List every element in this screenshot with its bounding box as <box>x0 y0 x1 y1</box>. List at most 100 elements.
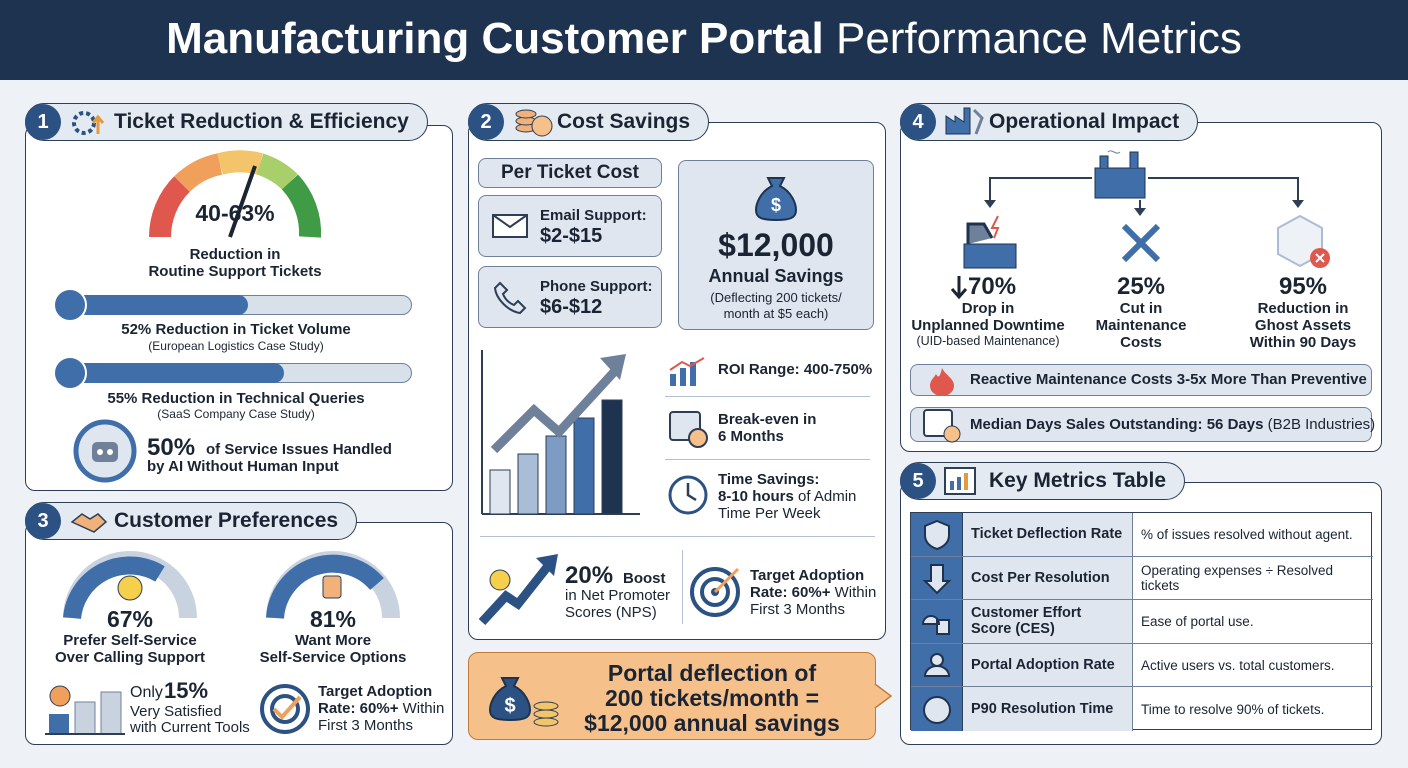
machine-icon <box>963 215 1017 269</box>
row-icon-cell <box>911 643 963 687</box>
table-icon <box>944 467 976 495</box>
metrics-table: Ticket Deflection Rate % of issues resolv… <box>910 512 1373 731</box>
impact-label: Ghost Assets <box>1254 317 1352 334</box>
fact-text: Median Days Sales Outstanding: 56 Days (… <box>970 416 1375 433</box>
adoption-text: Target Adoption <box>750 567 865 584</box>
icon-part <box>921 615 950 636</box>
ai-value: 50% <box>147 434 196 461</box>
icon-part <box>256 153 298 191</box>
gauge <box>149 150 322 238</box>
icon-part <box>669 357 705 371</box>
annual-value: $12,000 <box>718 227 834 263</box>
icon-part <box>49 685 71 707</box>
adoption-text: Target Adoption <box>318 683 433 700</box>
ai-text: of Service Issues Handled <box>206 441 392 458</box>
fire-icon <box>930 368 954 396</box>
icon-part <box>963 243 1017 269</box>
table-row: Ticket Deflection Rate % of issues resolv… <box>911 513 1373 557</box>
nps-text: Scores (NPS) <box>565 604 657 621</box>
icon-part <box>266 554 384 619</box>
annual-label: Annual Savings <box>708 266 844 286</box>
row-icon-cell <box>911 513 963 556</box>
row-icon-cell <box>911 600 963 643</box>
stat-headline: 55% Reduction in Technical Queries <box>107 390 365 407</box>
icon-part <box>930 368 954 396</box>
handshake-icon <box>70 513 108 533</box>
icon-part <box>686 483 697 502</box>
icon-part <box>1094 167 1146 199</box>
roi-icon <box>669 357 705 386</box>
icon-part <box>228 165 257 238</box>
table-row: Portal Adoption Rate Active users vs. tot… <box>911 643 1373 688</box>
tools-icon <box>1121 223 1161 263</box>
gauge-label: Reduction in <box>189 246 281 263</box>
icon-part <box>600 354 626 380</box>
nps-text: in Net Promoter <box>565 587 671 604</box>
icon-part <box>984 200 1304 216</box>
icon-part: $ <box>771 195 781 215</box>
gauge-value: 81% <box>309 606 357 632</box>
target-icon <box>260 684 310 734</box>
icon-part <box>922 563 952 595</box>
breakeven-text: 6 Months <box>718 428 784 445</box>
gauge-label: Routine Support Tickets <box>148 263 322 280</box>
row-icon <box>923 652 951 677</box>
adoption-text: Rate: 60%+ Within <box>318 700 444 717</box>
title-strong: Manufacturing Customer Portal <box>166 14 824 63</box>
icon-part <box>478 563 552 626</box>
icon-part <box>700 577 730 607</box>
impact-value: 70% <box>968 273 1017 300</box>
adoption-bold: Rate: 60%+ <box>750 584 831 601</box>
icon-part <box>72 111 96 135</box>
row-icon <box>921 615 950 636</box>
time-title: Time Savings: <box>718 471 820 488</box>
icon-part <box>117 575 143 601</box>
section-title: Cost Savings <box>468 103 710 141</box>
icon-part <box>91 114 105 134</box>
icon-part <box>945 107 971 135</box>
factory-icon <box>945 107 984 135</box>
section-number: 3 <box>25 503 61 539</box>
factory-diagram <box>984 150 1304 216</box>
icon-part: $ <box>504 695 515 717</box>
impact-note: (UID-based Maintenance) <box>916 334 1060 348</box>
gauge-label: Prefer Self-Service <box>63 632 197 649</box>
fact-text: Reactive Maintenance Costs 3-5x More Tha… <box>970 371 1367 388</box>
row-icon-cell <box>911 687 963 731</box>
icon-part <box>923 652 951 677</box>
coins-icon <box>515 109 553 137</box>
icon-part <box>272 695 302 720</box>
icon-part <box>688 428 708 448</box>
icon-part <box>533 709 559 719</box>
adoption-rest: Within <box>834 584 877 601</box>
adoption-text: First 3 Months <box>750 601 846 618</box>
progress-fill <box>62 295 248 315</box>
icon-part <box>74 701 96 735</box>
adoption-text: Rate: 60%+ Within <box>750 584 876 601</box>
icon-part <box>670 374 676 386</box>
nps-arrow-icon <box>478 554 558 626</box>
metric-description: Ease of portal use. <box>1141 613 1254 629</box>
panel-customer-preferences <box>25 522 453 745</box>
section-title: Key Metrics Table <box>900 462 1186 500</box>
impact-label: Within 90 Days <box>1249 334 1357 351</box>
icon-part <box>680 368 686 386</box>
icon-part <box>536 554 558 576</box>
metric-description: Time to resolve 90% of tickets. <box>1141 701 1325 717</box>
stat-source: (SaaS Company Case Study) <box>157 407 315 421</box>
robot-icon <box>73 419 137 483</box>
icon-part <box>517 453 539 515</box>
icon-part <box>149 176 191 238</box>
fact-box <box>910 407 1372 442</box>
satisfied-text: with Current Tools <box>130 719 250 736</box>
icon-part <box>322 575 342 599</box>
icon-part <box>990 215 1000 239</box>
row-icon-cell <box>911 556 963 600</box>
table-row: P90 Resolution Time Time to resolve 90% o… <box>911 687 1373 731</box>
fact-suffix: (B2B Industries) <box>1267 416 1376 433</box>
row-icon <box>924 519 950 551</box>
icon-part <box>97 449 103 455</box>
icon-part <box>957 477 961 490</box>
metric-description: % of issues resolved without agent. <box>1141 526 1353 542</box>
metric-name: Cost Per Resolution <box>963 556 1133 600</box>
